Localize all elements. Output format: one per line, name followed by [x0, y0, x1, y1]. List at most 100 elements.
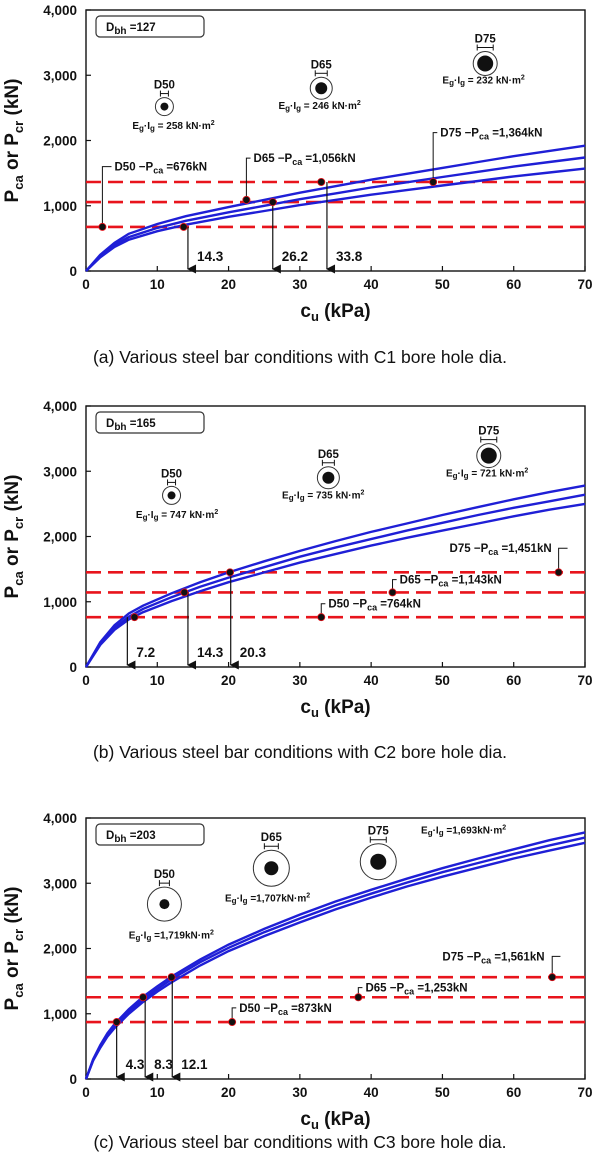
- y-tick-label: 1,000: [43, 199, 77, 214]
- x-tick-label: 30: [292, 277, 307, 292]
- data-point: [388, 588, 397, 597]
- dbh-label: Dbh =203: [106, 830, 156, 845]
- chart-caption: (c) Various steel bar conditions with C3…: [93, 1132, 506, 1152]
- ei-label: Eg·Ig = 246 kN·m2: [278, 100, 360, 113]
- x-tick-label: 40: [364, 1085, 379, 1100]
- plot-frame: [85, 9, 586, 272]
- callout-label: D65 −Pca =1,143kN: [400, 575, 502, 589]
- callout-label: D75 −Pca =1,561kN: [442, 951, 544, 965]
- dbh-label: Dbh =127: [106, 22, 156, 37]
- steel-bar-dot: [264, 861, 279, 876]
- ei-label: Eg·Ig = 735 kN·m2: [282, 490, 364, 503]
- callout-leader: [392, 579, 397, 593]
- x-tick-label: 0: [82, 277, 90, 292]
- data-point: [317, 613, 326, 622]
- steel-bar-dot: [159, 899, 170, 910]
- series-curve-2: [85, 167, 586, 272]
- x-tick-label: 50: [435, 673, 450, 688]
- data-point: [268, 198, 277, 207]
- cu-arrow-label: 26.2: [282, 249, 308, 264]
- cu-arrow-label: 33.8: [336, 249, 363, 264]
- y-tick-label: 2,000: [43, 530, 77, 545]
- steel-bar-dot: [480, 447, 497, 464]
- bar-label: D65: [311, 59, 333, 71]
- ei-label: Eg·Ig =1,707kN·m2: [225, 893, 310, 906]
- x-axis-title: cu (kPa): [300, 301, 370, 324]
- steel-bar-dot: [315, 82, 328, 95]
- data-point: [98, 222, 107, 231]
- x-tick-label: 40: [364, 277, 379, 292]
- x-tick-label: 50: [435, 277, 450, 292]
- ei-label: Eg·Ig = 747 kN·m2: [136, 509, 218, 522]
- plot-frame: [85, 405, 586, 668]
- data-point: [354, 993, 363, 1002]
- y-tick-label: 2,000: [43, 942, 77, 957]
- callout-leader: [101, 166, 112, 227]
- x-tick-label: 60: [506, 673, 521, 688]
- bar-label: D75: [478, 426, 500, 438]
- bar-label: D75: [368, 826, 390, 838]
- x-tick-label: 10: [150, 1085, 165, 1100]
- data-point: [429, 177, 438, 186]
- x-tick-label: 20: [221, 277, 236, 292]
- y-tick-label: 0: [69, 1072, 77, 1087]
- x-tick-label: 70: [577, 673, 592, 688]
- x-tick-label: 30: [292, 673, 307, 688]
- x-tick-label: 50: [435, 1085, 450, 1100]
- callout-label: D50 −Pca =676kN: [115, 162, 208, 176]
- data-point: [225, 568, 234, 577]
- data-point: [554, 568, 563, 577]
- callout-label: D75 −Pca =1,451kN: [450, 543, 552, 557]
- x-tick-label: 70: [577, 277, 592, 292]
- callout-leader: [245, 157, 251, 200]
- callout-leader: [432, 132, 438, 182]
- y-tick-label: 0: [69, 660, 77, 675]
- ei-label: Eg·Ig = 258 kN·m2: [132, 120, 214, 133]
- cu-arrow-label: 12.1: [181, 1057, 208, 1072]
- bar-label: D75: [475, 34, 497, 46]
- steel-bar-dot: [160, 102, 169, 111]
- ei-label: Eg·Ig = 232 kN·m2: [442, 75, 524, 88]
- y-tick-label: 0: [69, 264, 77, 279]
- y-axis-title: Pca or Pcr (kN): [2, 887, 26, 1011]
- bar-label: D50: [154, 80, 175, 92]
- cu-arrow-label: 14.3: [197, 249, 224, 264]
- x-tick-label: 20: [221, 1085, 236, 1100]
- y-tick-label: 3,000: [43, 68, 77, 83]
- data-point: [112, 1018, 121, 1027]
- data-point: [167, 973, 176, 982]
- dbh-box: [95, 823, 205, 846]
- callout-leader: [231, 1007, 237, 1023]
- callout-leader: [558, 547, 568, 573]
- callout-leader: [320, 603, 326, 618]
- chart-panel-1: 0 1,000 2,000 3,000 4,000 0 10 20 30 40 50 60 70 Pca …: [2, 399, 593, 762]
- x-tick-label: 10: [150, 673, 165, 688]
- y-tick-label: 3,000: [43, 464, 77, 479]
- data-point: [242, 195, 251, 204]
- x-tick-label: 0: [82, 673, 90, 688]
- cu-arrow-label: 4.3: [126, 1057, 145, 1072]
- callout-label: D75 −Pca =1,364kN: [440, 128, 542, 142]
- x-tick-label: 0: [82, 1085, 90, 1100]
- chart-panel-0: 0 1,000 2,000 3,000 4,000 0 10 20 30 40 50 60 70 Pca …: [2, 3, 593, 367]
- y-tick-label: 1,000: [43, 595, 77, 610]
- chart-caption: (b) Various steel bar conditions with C2…: [93, 742, 507, 762]
- x-tick-label: 40: [364, 673, 379, 688]
- series-curve-2: [84, 502, 586, 668]
- steel-bar-dot: [477, 55, 494, 72]
- cu-arrow-label: 8.3: [154, 1057, 173, 1072]
- chart-panel-2: 0 1,000 2,000 3,000 4,000 0 10 20 30 40 50 60 70 Pca …: [2, 811, 593, 1152]
- steel-bar-dot: [167, 491, 176, 500]
- cu-arrow-label: 14.3: [197, 645, 224, 660]
- series-curve-0: [85, 144, 586, 272]
- bar-label: D50: [161, 468, 182, 480]
- data-point: [228, 1018, 237, 1027]
- callout-label: D65 −Pca =1,056kN: [254, 153, 356, 167]
- ei-label: Eg·Ig =1,693kN·m2: [421, 825, 506, 838]
- bar-label: D50: [154, 869, 175, 881]
- x-tick-label: 60: [506, 1085, 521, 1100]
- dbh-label: Dbh =165: [106, 418, 156, 433]
- plot-frame: [85, 817, 586, 1080]
- series-curve-1: [85, 156, 586, 272]
